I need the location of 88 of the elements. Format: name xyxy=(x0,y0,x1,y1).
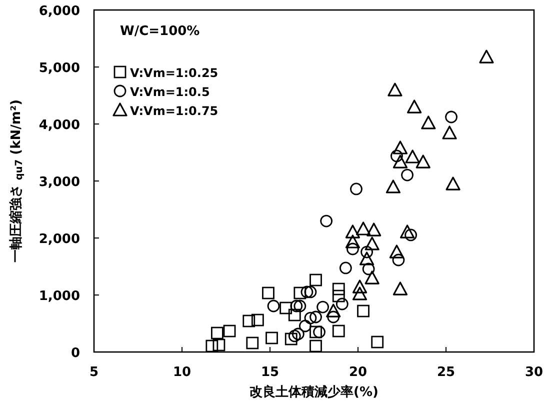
point xyxy=(290,300,303,312)
point xyxy=(206,340,218,352)
point xyxy=(401,168,414,182)
point xyxy=(280,302,292,314)
point xyxy=(304,286,317,298)
point xyxy=(246,336,259,350)
point xyxy=(300,286,314,298)
point xyxy=(304,312,317,324)
point xyxy=(421,116,436,130)
point xyxy=(366,222,382,236)
point xyxy=(400,224,415,238)
point xyxy=(446,176,460,190)
point xyxy=(350,182,362,196)
point xyxy=(392,254,405,266)
point xyxy=(371,336,384,348)
x-tick-label: 5 xyxy=(89,365,99,380)
point xyxy=(360,252,374,266)
y-tick-label: 4,000 xyxy=(38,118,80,133)
y-tick-label: 6,000 xyxy=(38,4,80,19)
legend-label: V:Vm=1:0.75 xyxy=(130,104,218,118)
point xyxy=(364,236,380,250)
x-axis-title: 改良土体積減少率(%) xyxy=(250,384,378,400)
legend-label: V:Vm=1:0.25 xyxy=(130,66,218,80)
point xyxy=(284,332,298,346)
point xyxy=(364,270,380,284)
point xyxy=(442,126,457,140)
point xyxy=(445,110,458,124)
point xyxy=(320,214,333,228)
point xyxy=(310,326,322,338)
point xyxy=(326,304,341,318)
y-tick-label: 1,000 xyxy=(38,289,80,304)
point xyxy=(386,180,400,194)
x-tick-label: 20 xyxy=(348,365,368,380)
point xyxy=(299,320,312,332)
point xyxy=(389,244,404,258)
point xyxy=(266,332,278,344)
point xyxy=(251,314,264,326)
text: W/C=100% xyxy=(120,24,200,39)
point xyxy=(223,324,236,338)
point xyxy=(310,274,322,286)
point xyxy=(360,246,373,258)
point xyxy=(392,140,408,154)
point xyxy=(407,100,422,114)
point xyxy=(316,300,329,314)
y-tick-label: 5,000 xyxy=(38,61,80,76)
point xyxy=(390,150,403,162)
point xyxy=(327,310,340,324)
point xyxy=(294,286,306,300)
x-tick-label: 10 xyxy=(172,365,192,380)
point xyxy=(310,310,322,324)
point xyxy=(479,50,494,64)
point xyxy=(362,262,375,276)
point xyxy=(336,298,348,310)
point xyxy=(352,280,368,294)
point xyxy=(405,150,420,164)
point xyxy=(332,290,345,302)
point xyxy=(332,282,345,296)
point xyxy=(332,324,345,338)
point xyxy=(310,340,322,352)
point xyxy=(392,282,408,296)
point xyxy=(294,300,306,312)
point xyxy=(211,326,224,340)
point xyxy=(404,228,417,242)
point xyxy=(388,82,402,96)
point xyxy=(352,286,368,300)
y-tick-label: 3,000 xyxy=(38,175,80,190)
point xyxy=(292,328,304,340)
point xyxy=(262,286,274,300)
point xyxy=(392,154,408,168)
point xyxy=(356,222,371,236)
y-tick-label: 0 xyxy=(70,346,80,361)
x-tick-label: 30 xyxy=(524,365,544,380)
point xyxy=(345,224,360,238)
point xyxy=(357,304,370,318)
point xyxy=(339,262,352,274)
point xyxy=(313,326,326,338)
point xyxy=(346,242,359,256)
point xyxy=(267,300,280,312)
x-tick-label: 15 xyxy=(260,365,280,380)
point xyxy=(242,314,256,328)
point xyxy=(288,330,301,342)
legend-label: V:Vm=1:0.5 xyxy=(130,85,210,99)
x-tick-label: 25 xyxy=(436,365,456,380)
point xyxy=(212,338,226,352)
point xyxy=(416,154,430,168)
y-tick-label: 2,000 xyxy=(38,232,80,247)
point xyxy=(345,234,360,248)
point xyxy=(288,308,301,322)
